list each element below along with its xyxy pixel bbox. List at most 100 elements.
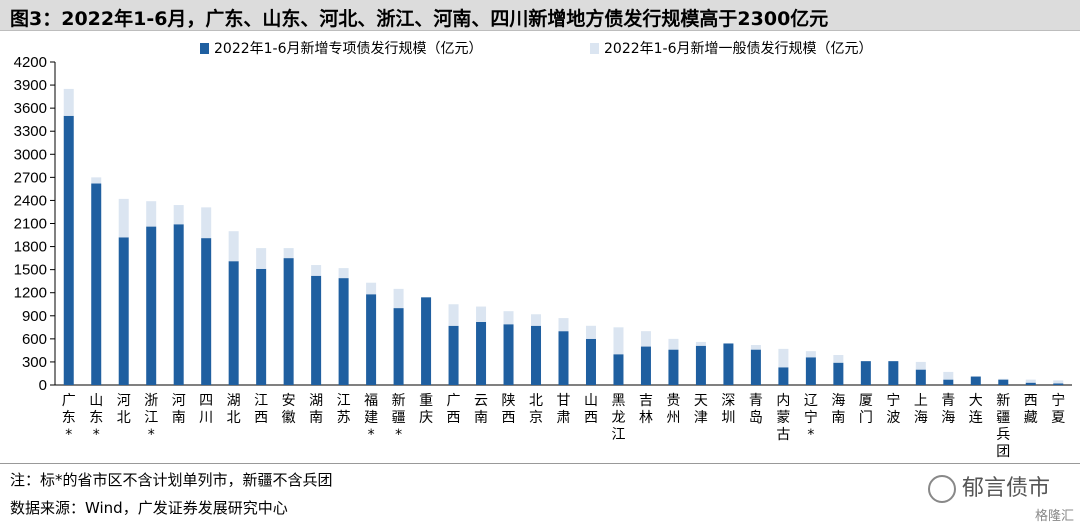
x-category-label: 贵州	[666, 393, 680, 426]
y-tick-label: 3600	[14, 100, 47, 117]
y-tick-label: 1800	[14, 239, 47, 256]
footer-divider	[0, 463, 1080, 464]
y-tick-label: 2700	[14, 169, 47, 186]
legend-label: 2022年1-6月新增一般债发行规模（亿元）	[604, 41, 873, 57]
watermark: 郁言债市	[927, 470, 1050, 503]
x-category-label: 宁波	[886, 392, 900, 426]
y-tick-label: 3900	[14, 77, 47, 94]
title-bar: 图3：2022年1-6月，广东、山东、河北、浙江、河南、四川新增地方债发行规模高…	[0, 0, 1080, 31]
x-category-label: 内蒙古	[776, 393, 790, 443]
bar-special	[805, 357, 816, 385]
bar-general	[640, 331, 651, 347]
x-category-label: 新疆兵团	[996, 393, 1010, 460]
bar-special	[63, 115, 74, 385]
bar-special	[503, 324, 514, 385]
bar-special	[888, 361, 899, 385]
x-category-label: 四川	[199, 393, 213, 426]
bar-special	[256, 268, 267, 385]
x-category-label: 山东*	[89, 393, 103, 443]
watermark-text: 郁言债市	[961, 476, 1050, 501]
x-category-label: 新疆*	[392, 393, 406, 443]
x-category-label: 福建*	[364, 393, 378, 443]
x-category-label: 云南	[474, 393, 488, 426]
bar-general	[228, 231, 239, 262]
bar-general	[338, 268, 349, 279]
bar-special	[228, 261, 239, 385]
bar-special	[118, 237, 129, 385]
x-category-label: 辽宁*	[804, 393, 818, 443]
bar-general	[173, 205, 184, 225]
chart-title: 图3：2022年1-6月，广东、山东、河北、浙江、河南、四川新增地方债发行规模高…	[10, 8, 829, 30]
bar-general	[283, 248, 294, 259]
x-category-label: 浙江*	[144, 393, 158, 443]
bar-special	[778, 367, 789, 385]
bar-special	[311, 275, 322, 385]
x-category-label: 河南	[172, 393, 186, 426]
y-tick-label: 0	[39, 377, 47, 394]
watermark-sub: 格隆汇	[1034, 509, 1074, 524]
x-category-label: 湖南	[309, 393, 323, 426]
bar-general	[998, 378, 1009, 380]
legend-swatch	[200, 43, 209, 54]
bar-special	[970, 376, 981, 385]
x-category-label: 安徽	[282, 393, 296, 426]
source-text: 数据来源：Wind，广发证券发展研究中心	[10, 499, 288, 517]
x-category-label: 陕西	[502, 393, 516, 426]
y-tick-label: 3300	[14, 123, 47, 140]
x-category-label: 天津	[694, 393, 708, 426]
bar-special	[558, 331, 569, 385]
bar-special	[943, 379, 954, 385]
bar-general	[695, 341, 706, 346]
bar-general	[448, 304, 459, 326]
x-category-label: 海南	[831, 393, 845, 426]
x-category-label: 大连	[969, 393, 983, 426]
bar-general	[476, 306, 487, 322]
footer-notes: 注：标*的省市区不含计划单列市，新疆不含兵团 数据来源：Wind，广发证券发展研…	[10, 466, 1070, 522]
wechat-icon	[927, 475, 956, 503]
x-category-label: 重庆	[419, 393, 433, 426]
bar-special	[833, 362, 844, 385]
x-category-label: 河北	[117, 393, 131, 426]
y-tick-label: 600	[22, 331, 47, 348]
bar-chart: 0 300 600 900 1200 1500 1800 2100 2400 2700 3000 33…	[14, 41, 1072, 460]
y-tick-label: 3000	[14, 146, 47, 163]
bar-general	[91, 177, 102, 184]
bar-general	[503, 311, 514, 325]
bar-special	[173, 224, 184, 385]
bar-special	[448, 325, 459, 385]
x-category-label: 江苏	[337, 393, 351, 426]
y-tick-label: 4200	[14, 54, 47, 71]
bar-special	[695, 345, 706, 385]
y-tick-label: 1200	[14, 285, 47, 302]
bar-special	[476, 321, 487, 385]
bar-special	[668, 349, 679, 385]
bar-special	[860, 361, 871, 385]
bar-general	[943, 371, 954, 380]
bar-general	[585, 325, 596, 339]
x-category-label: 吉林	[639, 393, 653, 426]
bar-general	[146, 201, 157, 227]
bar-general	[915, 361, 926, 370]
y-tick-label: 2400	[14, 192, 47, 209]
bar-general	[750, 345, 761, 350]
y-tick-label: 1500	[14, 262, 47, 279]
y-tick-label: 900	[22, 308, 47, 325]
bar-special	[146, 226, 157, 385]
bar-special	[613, 354, 624, 385]
x-category-label: 黑龙江	[611, 393, 625, 443]
bar-special	[1053, 383, 1064, 385]
x-category-label: 上海	[914, 393, 928, 426]
x-category-label: 山西	[584, 393, 598, 426]
x-category-label: 广西	[447, 393, 461, 426]
y-tick-label: 300	[22, 354, 47, 371]
x-category-label: 江西	[254, 393, 268, 426]
bar-special	[915, 369, 926, 385]
bar-general	[1053, 380, 1064, 384]
bar-special	[585, 338, 596, 385]
bar-special	[91, 183, 102, 385]
bar-general	[118, 198, 129, 238]
bar-general	[201, 207, 212, 239]
x-category-label: 广东*	[62, 393, 76, 443]
bar-general	[668, 338, 679, 350]
bar-general	[778, 348, 789, 368]
